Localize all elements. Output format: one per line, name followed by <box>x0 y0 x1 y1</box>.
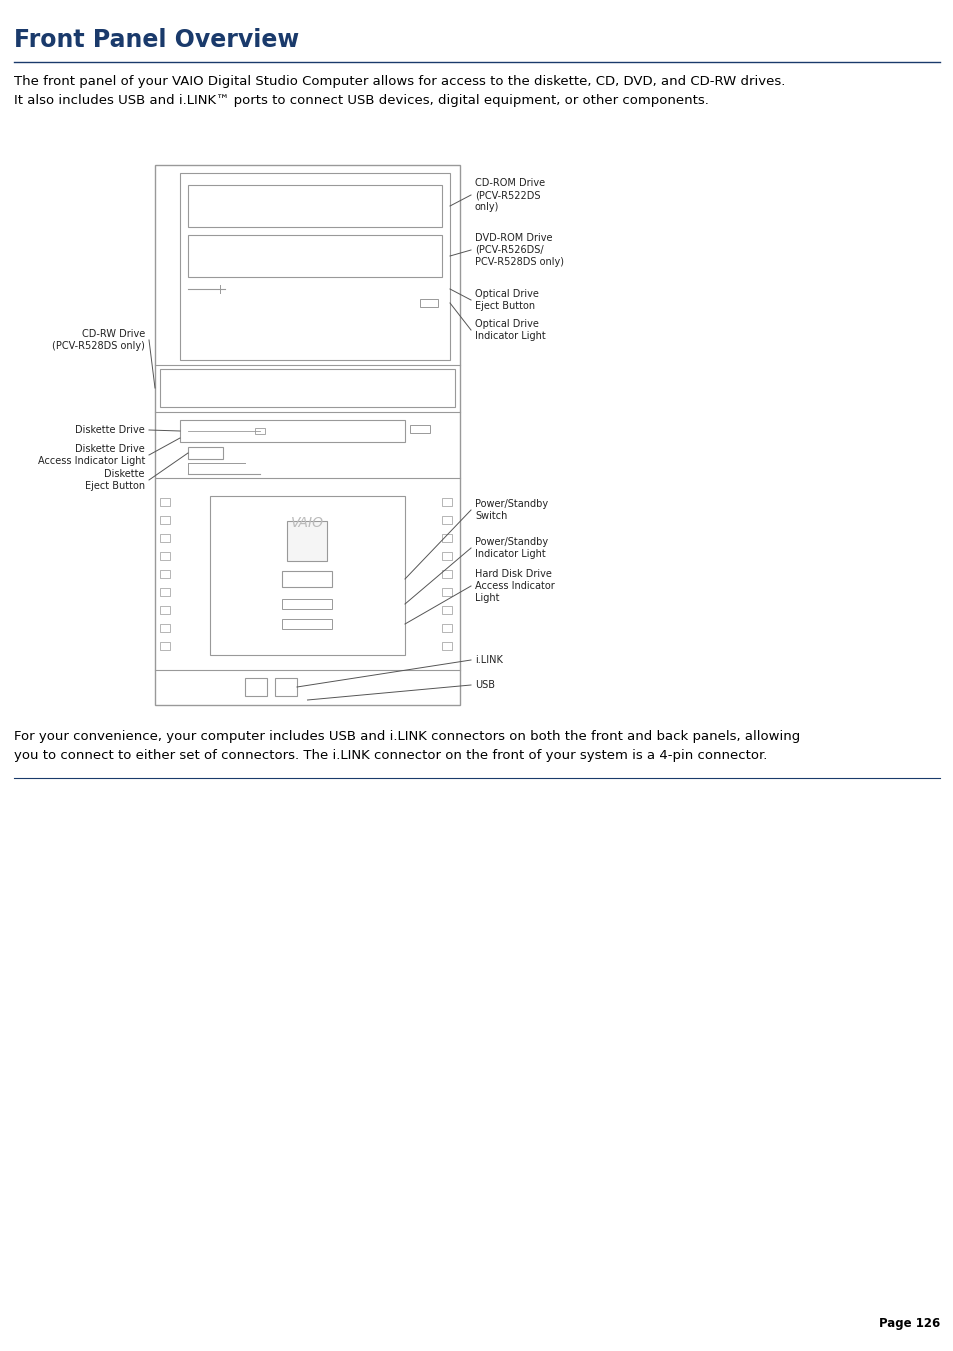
Bar <box>254 428 265 434</box>
Bar <box>160 516 170 524</box>
Text: Optical Drive
Indicator Light: Optical Drive Indicator Light <box>475 319 545 340</box>
Text: Diskette Drive
Access Indicator Light: Diskette Drive Access Indicator Light <box>37 444 145 466</box>
Bar <box>441 624 452 632</box>
Bar <box>282 571 333 586</box>
Bar <box>441 588 452 596</box>
Bar <box>410 426 430 434</box>
Bar <box>441 570 452 578</box>
Bar <box>160 570 170 578</box>
Text: CD-RW Drive
(PCV-R528DS only): CD-RW Drive (PCV-R528DS only) <box>52 330 145 351</box>
Bar <box>282 598 333 609</box>
Text: Power/Standby
Indicator Light: Power/Standby Indicator Light <box>475 538 548 559</box>
Text: Hard Disk Drive
Access Indicator
Light: Hard Disk Drive Access Indicator Light <box>475 569 554 603</box>
Bar <box>154 165 459 705</box>
Bar <box>210 496 405 655</box>
Bar <box>274 678 296 696</box>
Text: Power/Standby
Switch: Power/Standby Switch <box>475 500 548 520</box>
Text: USB: USB <box>475 680 495 690</box>
Bar <box>188 235 441 277</box>
Bar <box>160 499 170 507</box>
Text: For your convenience, your computer includes USB and i.LINK connectors on both t: For your convenience, your computer incl… <box>14 730 800 762</box>
Bar <box>160 588 170 596</box>
Bar <box>441 642 452 650</box>
Text: Page 126: Page 126 <box>878 1317 939 1329</box>
Bar <box>160 624 170 632</box>
Text: Diskette Drive: Diskette Drive <box>75 426 145 435</box>
Bar <box>282 619 333 630</box>
Text: Front Panel Overview: Front Panel Overview <box>14 28 299 51</box>
Bar <box>188 185 441 227</box>
Bar <box>160 369 455 407</box>
Text: DVD-ROM Drive
(PCV-R526DS/
PCV-R528DS only): DVD-ROM Drive (PCV-R526DS/ PCV-R528DS on… <box>475 234 563 266</box>
Text: i.LINK: i.LINK <box>475 655 502 665</box>
Text: Diskette
Eject Button: Diskette Eject Button <box>85 469 145 490</box>
Text: VAIO: VAIO <box>291 516 324 530</box>
Bar <box>441 516 452 524</box>
Bar <box>441 534 452 542</box>
Bar <box>441 607 452 613</box>
Bar <box>188 447 223 459</box>
Bar <box>245 678 267 696</box>
Bar <box>287 521 327 561</box>
Bar <box>160 553 170 561</box>
Bar <box>419 299 437 307</box>
Bar <box>160 534 170 542</box>
Text: The front panel of your VAIO Digital Studio Computer allows for access to the di: The front panel of your VAIO Digital Stu… <box>14 76 784 107</box>
Bar <box>180 420 405 442</box>
Bar <box>160 642 170 650</box>
Bar <box>160 607 170 613</box>
Bar <box>441 553 452 561</box>
Bar <box>180 173 450 359</box>
Text: Optical Drive
Eject Button: Optical Drive Eject Button <box>475 289 538 311</box>
Text: CD-ROM Drive
(PCV-R522DS
only): CD-ROM Drive (PCV-R522DS only) <box>475 178 544 212</box>
Bar <box>441 499 452 507</box>
